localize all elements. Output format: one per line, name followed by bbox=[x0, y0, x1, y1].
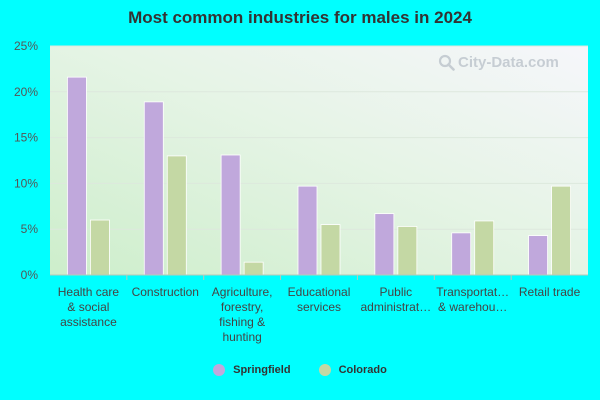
bar-springfield-3 bbox=[297, 185, 318, 276]
y-tick-label: 5% bbox=[21, 222, 39, 236]
x-tick-label: & warehou… bbox=[438, 300, 507, 314]
x-tick-label: Transportat… bbox=[436, 285, 509, 299]
bar-colorado-0 bbox=[90, 219, 110, 276]
x-tick-label: & social bbox=[67, 300, 109, 314]
x-tick-label: administrat… bbox=[361, 300, 432, 314]
y-tick-label: 20% bbox=[14, 85, 38, 99]
x-tick-label: services bbox=[297, 300, 341, 314]
bar-colorado-3 bbox=[320, 224, 341, 276]
legend: Springfield Colorado bbox=[0, 364, 600, 376]
magnifier-icon bbox=[438, 54, 455, 71]
y-tick-label: 0% bbox=[21, 268, 39, 282]
legend-item-colorado: Colorado bbox=[318, 364, 387, 376]
bar-colorado-4 bbox=[397, 226, 418, 276]
watermark: City-Data.com bbox=[438, 54, 559, 71]
x-tick-label: Health care bbox=[58, 285, 120, 299]
plot-area bbox=[50, 46, 588, 275]
legend-label-colorado: Colorado bbox=[338, 364, 387, 376]
x-tick-label: forestry, bbox=[221, 300, 263, 314]
bar-colorado-1 bbox=[166, 155, 187, 276]
legend-swatch-colorado bbox=[318, 364, 331, 376]
bar-springfield-5 bbox=[451, 232, 472, 276]
x-tick-label: Agriculture, bbox=[212, 285, 273, 299]
bar-colorado-2 bbox=[243, 261, 264, 276]
x-tick-label: Educational bbox=[288, 285, 351, 299]
legend-item-springfield: Springfield bbox=[213, 364, 291, 376]
bar-springfield-2 bbox=[220, 154, 241, 276]
y-tick-label: 10% bbox=[14, 176, 38, 190]
bar-springfield-6 bbox=[528, 235, 548, 276]
x-tick-label: Construction bbox=[132, 285, 199, 299]
y-axis: 0% 5% 10% 15% 20% 25% bbox=[14, 39, 38, 282]
watermark-text: City-Data.com bbox=[458, 54, 559, 71]
y-tick-label: 15% bbox=[14, 131, 38, 145]
x-tick-label: Retail trade bbox=[519, 285, 581, 299]
chart-title: Most common industries for males in 2024 bbox=[128, 8, 472, 27]
x-tick-label: fishing & bbox=[219, 315, 265, 329]
gridlines bbox=[50, 45, 588, 230]
bar-springfield-4 bbox=[374, 213, 395, 276]
bar-springfield-0 bbox=[67, 76, 87, 276]
legend-label-springfield: Springfield bbox=[233, 364, 291, 376]
bar-colorado-6 bbox=[551, 185, 571, 276]
bar-springfield-1 bbox=[143, 101, 164, 276]
legend-swatch-springfield bbox=[213, 364, 226, 376]
x-tick-label: assistance bbox=[60, 315, 117, 329]
y-tick-label: 25% bbox=[14, 39, 38, 53]
x-tick-label: hunting bbox=[222, 330, 261, 344]
bar-colorado-5 bbox=[474, 220, 495, 276]
x-tick-label: Public bbox=[380, 285, 413, 299]
